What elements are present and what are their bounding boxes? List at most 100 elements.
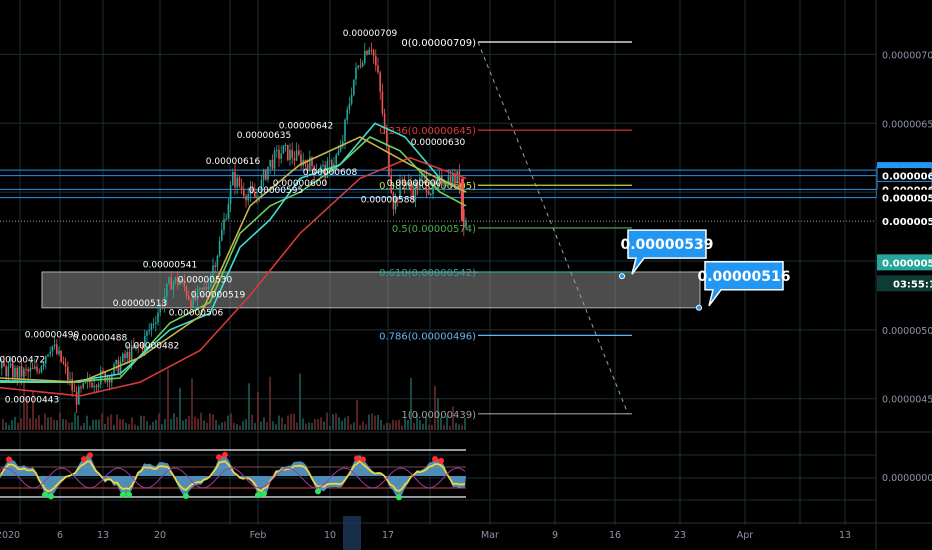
volume-bar [221,422,223,430]
volume-bar [86,415,88,430]
oscillator-signal-dot [6,456,12,463]
candle-body [67,366,69,380]
volume-bar [311,422,313,430]
candle-body [443,184,445,186]
volume-bar [356,400,358,430]
callout-anchor[interactable] [619,273,625,280]
ema-line [0,156,467,397]
volume-bar [461,424,463,430]
price-badge-label: 0.00000579 [882,217,932,228]
volume-bar [104,423,106,430]
time-axis-tick: 2020 [0,530,20,541]
volume-bar [263,417,265,430]
candle-body [456,171,458,183]
candle-body [408,182,410,184]
fib-level-label: 0.618(0.00000542) [379,268,476,279]
volume-bar [323,421,325,430]
candle-body [449,176,452,187]
volume-bar [278,415,280,430]
candle-body [210,275,212,287]
candle-body [320,166,322,172]
candle-body [45,356,47,364]
price-label: 0.00000472 [0,355,45,365]
price-label: 0.00000513 [113,299,167,309]
candle-body [27,369,29,372]
volume-bar [131,417,133,430]
volume-bar [413,422,415,430]
candle-body [62,361,65,364]
candle-body [386,128,388,147]
time-axis-tick: 20 [154,530,166,541]
price-label: 0.00000443 [5,395,59,405]
candle-body [183,279,186,288]
oscillator-signal-dot [183,492,189,499]
candle-body [1,361,3,369]
volume-bar [230,413,232,430]
callout-label: 0.00000516 [698,269,791,285]
candle-body [69,379,71,381]
candle-body [260,179,263,198]
candle-body [414,183,417,200]
price-badge[interactable] [877,213,932,230]
volume-bar [146,420,148,430]
volume-bar [386,422,388,430]
volume-bar [401,425,403,430]
volume-bar [128,424,130,430]
support-zone[interactable] [41,271,701,309]
volume-bar [101,413,103,430]
price-badge[interactable] [877,189,932,206]
candle-body [218,240,221,256]
time-axis-tick: 13 [97,530,109,541]
price-badge[interactable] [877,254,932,271]
candle-body [377,65,379,73]
candle-body [119,361,122,373]
candle-body [203,287,205,290]
volume-bar [332,414,334,430]
price-label: 0.00000541 [143,260,197,270]
volume-bar [281,417,283,430]
candle-body [258,196,260,198]
volume-bar [248,383,250,430]
candle-body [368,49,370,55]
candle-body [405,183,408,186]
candle-body [247,194,249,201]
fib-level-label: 0.5(0.00000574) [392,224,476,235]
volume-bar [452,406,454,430]
volume-bar [77,415,79,430]
volume-bar [5,422,7,430]
volume-bar [29,418,31,430]
candle-body [416,183,419,190]
candle-body [357,65,359,68]
fib-level-label: 0.382(0.00000605) [379,181,476,192]
volume-bar [152,421,154,430]
volume-bar [110,414,112,430]
price-label: 0.00000482 [125,342,179,352]
candle-body [344,119,346,142]
time-axis-tick: 23 [674,530,686,541]
candle-body [421,174,423,178]
volume-bar [284,424,286,430]
candle-body [370,49,373,51]
volume-bar [32,390,34,430]
candle-body [144,335,146,350]
volume-bar [122,419,124,430]
volume-bar [341,420,343,430]
candle-body [223,219,225,231]
candle-body [276,149,278,151]
price-label: 0.00000600 [387,179,442,189]
candle-body [353,79,355,96]
volume-bar [251,414,253,430]
candle-body [221,230,223,241]
candle-body [419,177,421,190]
volume-bar [155,419,157,430]
price-badge-label: 0.00000596 [882,194,932,205]
volume-bar [425,417,427,430]
candle-body [214,265,216,267]
volume-bar [80,425,82,430]
volume-bar [407,419,409,430]
candle-body [192,294,194,308]
callout-anchor[interactable] [696,304,702,311]
candle-body [383,113,386,129]
